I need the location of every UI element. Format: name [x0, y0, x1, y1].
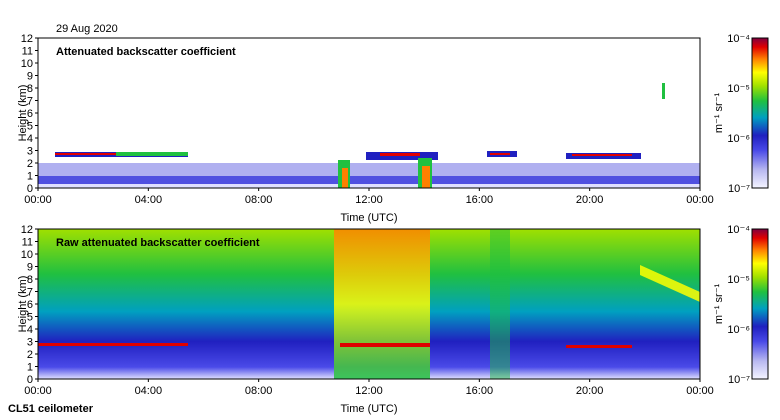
colorbar-bottom: 10⁻⁴ 10⁻⁵ 10⁻⁶ 10⁻⁷ m⁻¹ sr⁻¹	[713, 224, 769, 386]
y-tick-label: 3	[27, 146, 33, 158]
colorbar-tick-label: 10⁻⁵	[727, 83, 750, 95]
colorbar-bottom-ticks: 10⁻⁴ 10⁻⁵ 10⁻⁶ 10⁻⁷	[727, 224, 750, 386]
y-axis-label-bottom: Height (km)	[17, 276, 29, 333]
colorbar-top-gradient	[751, 37, 769, 189]
raw-cloud-layer-3	[566, 345, 632, 348]
y-tick-label: 4	[27, 133, 33, 145]
surface-band	[38, 184, 700, 188]
y-tick-label: 2	[27, 349, 33, 361]
x-tick-label: 20:00	[576, 194, 604, 206]
precip-shaft-2-core	[422, 166, 430, 188]
colorbar-bottom-gradient	[751, 228, 769, 380]
colorbar-bottom-unit: m⁻¹ sr⁻¹	[713, 284, 725, 325]
colorbar-tick-label: 10⁻⁴	[727, 33, 750, 45]
x-axis-label-bottom: Time (UTC)	[340, 403, 397, 415]
raw-cloud-layer-1	[38, 343, 188, 346]
panel-raw: Raw attenuated backscatter coefficient 0…	[17, 224, 714, 415]
x-axis-bottom: 00:00 04:00 08:00 12:00 16:00 20:00 00:00	[24, 379, 714, 397]
y-tick-label: 1	[27, 362, 33, 374]
y-axis-label-top: Height (km)	[17, 85, 29, 142]
precip-shaft-1-core	[342, 168, 348, 188]
x-tick-label: 04:00	[135, 385, 163, 397]
y-tick-label: 11	[22, 46, 33, 58]
y-tick-label: 1	[27, 171, 33, 183]
y-tick-label: 0	[27, 183, 33, 195]
y-tick-label: 7	[27, 287, 33, 299]
panel-title-top: Attenuated backscatter coefficient	[56, 46, 236, 58]
cloud-layer-4-core	[572, 154, 632, 156]
y-tick-label: 11	[22, 237, 33, 249]
y-tick-label: 9	[27, 71, 33, 83]
panel-attenuated: Attenuated backscatter coefficient 01234…	[17, 33, 714, 224]
y-tick-label: 8	[27, 83, 33, 95]
raw-cloud-layer-2	[340, 343, 430, 347]
colorbar-tick-label: 10⁻⁴	[727, 224, 750, 236]
y-tick-label: 5	[27, 312, 33, 324]
x-tick-label: 16:00	[466, 385, 494, 397]
x-axis-top: 00:00 04:00 08:00 12:00 16:00 20:00 00:00	[24, 188, 714, 206]
colorbar-tick-label: 10⁻⁵	[727, 274, 750, 286]
y-tick-label: 6	[27, 108, 33, 120]
y-tick-label: 4	[27, 324, 33, 336]
colorbar-top-ticks: 10⁻⁴ 10⁻⁵ 10⁻⁶ 10⁻⁷	[727, 33, 750, 195]
colorbar-tick-label: 10⁻⁶	[727, 324, 750, 336]
x-tick-label: 04:00	[135, 194, 163, 206]
y-tick-label: 3	[27, 337, 33, 349]
instrument-label: CL51 ceilometer	[8, 403, 94, 415]
raw-rain-region-2	[490, 229, 510, 379]
raw-rain-region	[334, 229, 430, 379]
x-tick-label: 16:00	[466, 194, 494, 206]
x-tick-label: 08:00	[245, 385, 273, 397]
x-tick-label: 12:00	[355, 194, 383, 206]
x-tick-label: 20:00	[576, 385, 604, 397]
y-tick-label: 6	[27, 299, 33, 311]
y-tick-label: 12	[21, 224, 33, 236]
colorbar-tick-label: 10⁻⁷	[728, 374, 750, 386]
y-tick-label: 9	[27, 262, 33, 274]
cloud-layer-2-core	[380, 153, 420, 156]
x-tick-label: 08:00	[245, 194, 273, 206]
x-tick-label: 00:00	[24, 385, 52, 397]
y-tick-label: 10	[21, 58, 33, 70]
x-tick-label: 00:00	[686, 385, 714, 397]
x-tick-label: 00:00	[24, 194, 52, 206]
panel-title-bottom: Raw attenuated backscatter coefficient	[56, 237, 260, 249]
y-tick-label: 2	[27, 158, 33, 170]
x-tick-label: 12:00	[355, 385, 383, 397]
cloud-layer-1b	[116, 152, 188, 156]
colorbar-top: 10⁻⁴ 10⁻⁵ 10⁻⁶ 10⁻⁷ m⁻¹ sr⁻¹	[713, 33, 769, 195]
y-tick-label: 12	[21, 33, 33, 45]
y-tick-label: 10	[21, 249, 33, 261]
cloud-layer-3-core	[490, 153, 510, 155]
y-tick-label: 7	[27, 96, 33, 108]
y-tick-label: 8	[27, 274, 33, 286]
y-tick-label: 5	[27, 121, 33, 133]
colorbar-tick-label: 10⁻⁷	[728, 183, 750, 195]
colorbar-top-unit: m⁻¹ sr⁻¹	[713, 93, 725, 134]
x-tick-label: 00:00	[686, 194, 714, 206]
raw-high-cloud	[640, 265, 700, 302]
y-tick-label: 0	[27, 374, 33, 386]
colorbar-tick-label: 10⁻⁶	[727, 133, 750, 145]
x-axis-label-top: Time (UTC)	[340, 212, 397, 224]
high-cloud	[662, 83, 665, 99]
date-label: 29 Aug 2020	[56, 23, 118, 35]
